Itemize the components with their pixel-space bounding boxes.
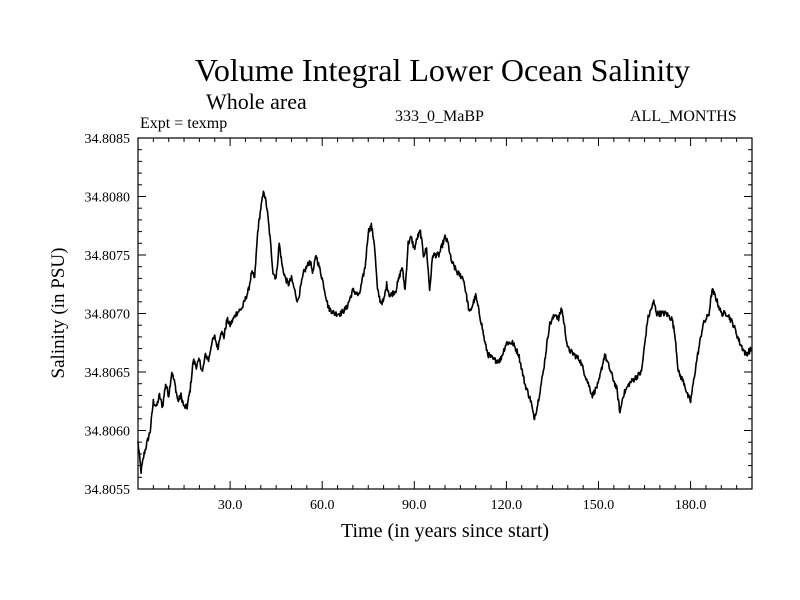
series-line-salinity [137, 190, 753, 475]
x-tick-label: 150.0 [583, 498, 615, 513]
x-tick-label: 30.0 [218, 498, 243, 513]
y-tick-label: 34.8060 [85, 425, 131, 440]
y-tick-label: 34.8075 [85, 249, 131, 264]
x-axis-label: Time (in years since start) [341, 520, 549, 542]
chart-subtitle: Whole area [206, 89, 307, 114]
chart-title: Volume Integral Lower Ocean Salinity [194, 52, 691, 88]
y-axis-label: Salinity (in PSU) [48, 248, 69, 379]
experiment-label: Expt = texmp [140, 115, 228, 132]
y-tick-label: 34.8055 [85, 483, 131, 498]
y-tick-label: 34.8080 [85, 191, 131, 206]
x-tick-label: 180.0 [675, 498, 707, 513]
axis-ticks: 30.0 60.0 90.0 120.0 150.0 180.0 34.8055 34.806… [85, 132, 752, 513]
y-tick-label: 34.8085 [85, 132, 131, 147]
run-label: 333_0_MaBP [395, 108, 484, 125]
x-tick-label: 90.0 [402, 498, 427, 513]
x-tick-label: 120.0 [491, 498, 523, 513]
y-tick-label: 34.8065 [85, 366, 131, 381]
y-tick-label: 34.8070 [85, 308, 131, 323]
months-label: ALL_MONTHS [630, 108, 737, 125]
series-layer [137, 190, 753, 475]
x-tick-label: 60.0 [310, 498, 335, 513]
